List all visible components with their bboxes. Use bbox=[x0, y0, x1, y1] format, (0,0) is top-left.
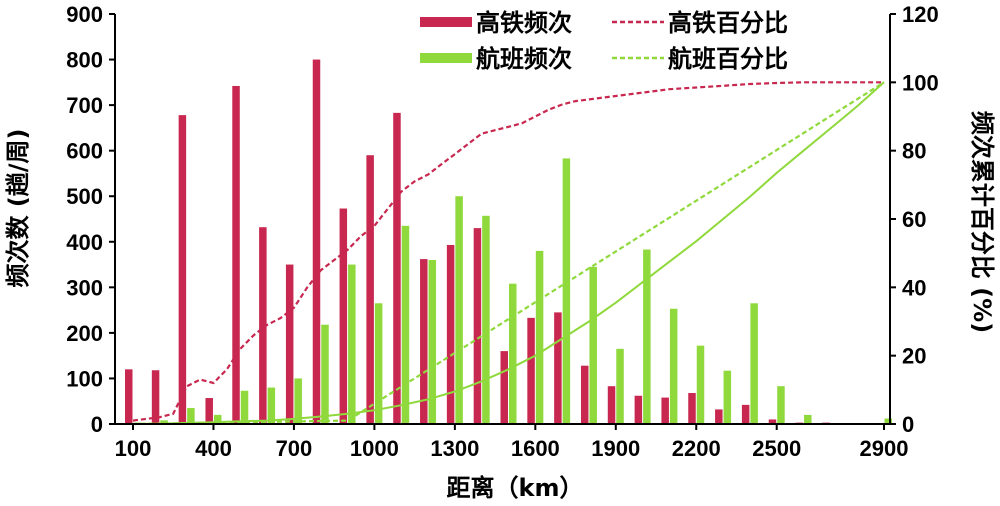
flight-bar bbox=[213, 414, 222, 424]
rail-bar bbox=[580, 365, 589, 424]
flight-bar bbox=[884, 418, 892, 424]
y-axis-left-title: 频次数 (趟/周) bbox=[4, 128, 32, 287]
rail-bar bbox=[312, 59, 321, 425]
rail-bar bbox=[339, 208, 348, 424]
rail-bar bbox=[420, 259, 428, 424]
flight-bars bbox=[133, 158, 892, 424]
x-tick-label: 2500 bbox=[752, 436, 801, 461]
legend-label: 高铁百分比 bbox=[668, 9, 788, 37]
tick-labels: 0 100 200 300 400 500 600 700 800 900 0 20 40 60 80 100… bbox=[66, 2, 938, 461]
x-axis-title: 距离（km） bbox=[447, 474, 584, 502]
legend-swatch-bar bbox=[420, 53, 472, 63]
flight-bar bbox=[240, 390, 249, 424]
flight-bar bbox=[267, 387, 276, 424]
flight-bar bbox=[187, 408, 195, 424]
y-left-tick-label: 600 bbox=[66, 139, 103, 164]
axes bbox=[109, 13, 896, 430]
y-left-tick-label: 700 bbox=[66, 93, 103, 118]
flight-bar bbox=[669, 308, 678, 424]
y-right-tick-label: 120 bbox=[902, 2, 939, 27]
x-tick-label: 2200 bbox=[672, 436, 721, 461]
x-tick-label: 2900 bbox=[860, 436, 909, 461]
y-left-tick-label: 200 bbox=[66, 321, 103, 346]
flight-bar bbox=[455, 196, 463, 424]
flight-bar bbox=[482, 215, 490, 424]
x-tick-label: 1900 bbox=[591, 436, 640, 461]
rail-bar bbox=[607, 386, 616, 424]
rail-bar bbox=[688, 393, 696, 424]
x-tick-label: 1000 bbox=[350, 436, 399, 461]
rail-bar bbox=[125, 369, 133, 424]
rail-bar bbox=[500, 351, 508, 424]
flight-bar bbox=[616, 348, 624, 424]
rail-bar bbox=[178, 115, 187, 424]
rail-bar bbox=[768, 419, 777, 424]
y-right-tick-label: 40 bbox=[902, 275, 926, 300]
rail-bar bbox=[205, 398, 213, 424]
x-tick-label: 100 bbox=[115, 436, 152, 461]
y-left-tick-label: 300 bbox=[66, 275, 103, 300]
rail-bar bbox=[473, 228, 482, 424]
rail-bar bbox=[554, 312, 562, 424]
y-left-tick-label: 900 bbox=[66, 2, 103, 27]
rail-bars bbox=[125, 59, 830, 425]
flight-bar bbox=[589, 266, 597, 424]
flight-bar bbox=[777, 386, 785, 424]
x-tick-label: 700 bbox=[276, 436, 313, 461]
rail-bar bbox=[232, 85, 240, 424]
series-lines bbox=[132, 81, 885, 426]
flight-bar bbox=[535, 250, 544, 424]
rail-bar bbox=[741, 404, 750, 424]
rail-bar bbox=[366, 155, 374, 424]
y-left-tick-label: 800 bbox=[66, 48, 103, 73]
flight-bar bbox=[401, 225, 410, 424]
flight-bar bbox=[696, 345, 705, 424]
flight-percent-line bbox=[132, 81, 885, 426]
rail-bar bbox=[259, 227, 267, 424]
flight-bar bbox=[750, 303, 758, 424]
rail-bar bbox=[446, 244, 455, 424]
rail-bar bbox=[285, 264, 294, 424]
y-right-tick-label: 60 bbox=[902, 207, 926, 232]
flight-bar bbox=[723, 370, 732, 424]
rail-bar bbox=[527, 317, 535, 424]
y-right-tick-label: 100 bbox=[902, 70, 939, 95]
flight-bar bbox=[804, 414, 812, 424]
flight-bar bbox=[509, 283, 517, 424]
y-axis-right-title: 频次累计百分比 (%) bbox=[968, 111, 996, 333]
flight-bar bbox=[160, 420, 168, 424]
flight-bar bbox=[643, 249, 651, 424]
y-left-tick-label: 500 bbox=[66, 184, 103, 209]
rail-percent-line bbox=[132, 81, 884, 422]
rail-bar bbox=[715, 409, 723, 424]
rail-bar bbox=[393, 112, 401, 424]
flight-bar bbox=[374, 303, 383, 424]
x-tick-label: 400 bbox=[195, 436, 232, 461]
y-right-tick-label: 20 bbox=[902, 344, 926, 369]
x-tick-label: 1600 bbox=[511, 436, 560, 461]
rail-bar bbox=[634, 395, 643, 424]
flight-cumulative-line bbox=[132, 81, 885, 425]
flight-bar bbox=[562, 158, 571, 424]
legend-label: 高铁频次 bbox=[476, 9, 572, 37]
legend-label: 航班百分比 bbox=[668, 45, 788, 73]
rail-bar bbox=[151, 370, 160, 424]
legend-swatch-bar bbox=[420, 17, 472, 27]
flight-bar bbox=[321, 324, 329, 424]
legend-label: 航班频次 bbox=[476, 45, 572, 73]
y-left-tick-label: 0 bbox=[91, 412, 103, 437]
y-right-tick-label: 0 bbox=[902, 412, 914, 437]
y-left-tick-label: 100 bbox=[66, 366, 103, 391]
y-left-tick-label: 400 bbox=[66, 230, 103, 255]
flight-bar bbox=[348, 264, 356, 424]
x-tick-label: 1300 bbox=[430, 436, 479, 461]
flight-bar bbox=[294, 378, 302, 424]
rail-bar bbox=[661, 397, 669, 424]
y-right-tick-label: 80 bbox=[902, 139, 926, 164]
flight-bar bbox=[428, 260, 437, 424]
